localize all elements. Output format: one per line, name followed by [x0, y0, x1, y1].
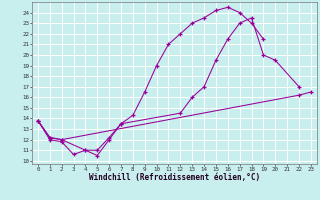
X-axis label: Windchill (Refroidissement éolien,°C): Windchill (Refroidissement éolien,°C) — [89, 173, 260, 182]
